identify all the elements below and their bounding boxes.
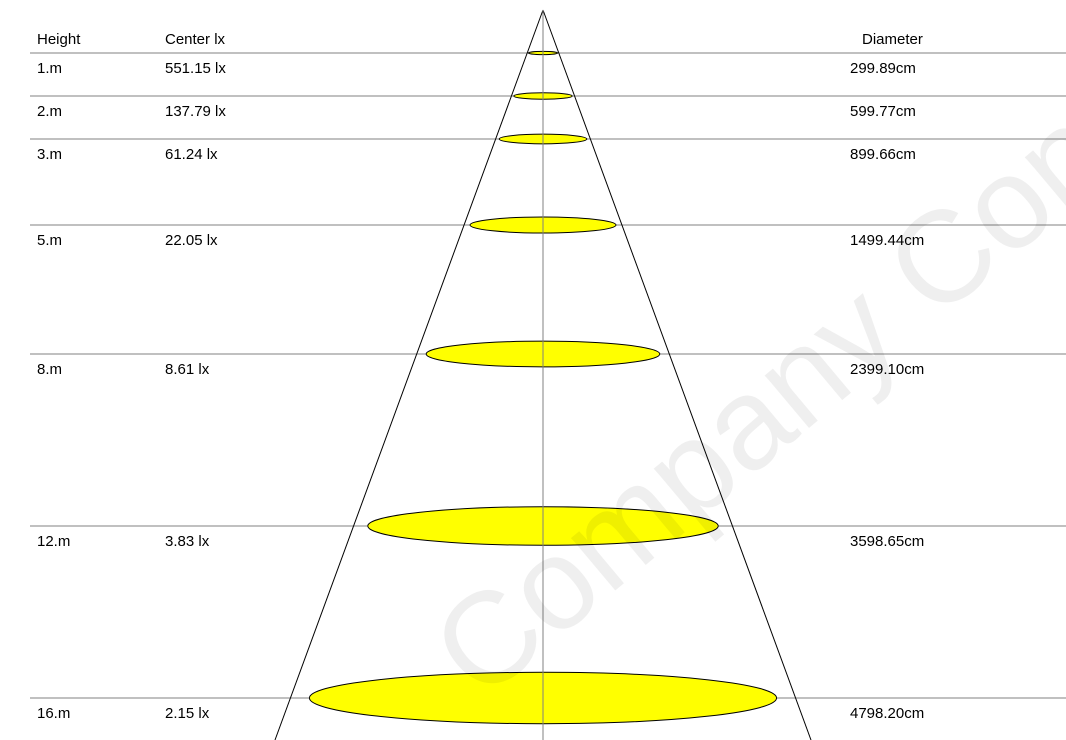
row-diameter: 599.77cm	[850, 103, 916, 120]
row-height: 1.m	[37, 60, 62, 77]
row-diameter: 4798.20cm	[850, 705, 924, 722]
row-lux: 2.15 lx	[165, 705, 210, 722]
rows: 1.m 551.15 lx 299.89cm 2.m 137.79 lx 599.77cm…	[30, 52, 1066, 722]
row-lux: 22.05 lx	[165, 232, 218, 249]
row-height: 8.m	[37, 361, 62, 378]
row-diameter: 899.66cm	[850, 146, 916, 163]
cone-edge	[542, 9, 812, 740]
row-lux: 3.83 lx	[165, 533, 210, 550]
header-height: Height	[37, 31, 81, 48]
row-height: 16.m	[37, 705, 70, 722]
row-diameter: 3598.65cm	[850, 533, 924, 550]
row-lux: 551.15 lx	[165, 60, 226, 77]
row-lux: 8.61 lx	[165, 361, 210, 378]
cone	[274, 9, 812, 740]
cone-edge	[274, 9, 544, 740]
row-height: 3.m	[37, 146, 62, 163]
row-lux: 61.24 lx	[165, 146, 218, 163]
header-center: Center lx	[165, 31, 226, 48]
row-height: 2.m	[37, 103, 62, 120]
header-diameter: Diameter	[862, 31, 923, 48]
row-diameter: 299.89cm	[850, 60, 916, 77]
row-diameter: 2399.10cm	[850, 361, 924, 378]
row-lux: 137.79 lx	[165, 103, 226, 120]
row-height: 12.m	[37, 533, 70, 550]
row-height: 5.m	[37, 232, 62, 249]
row-diameter: 1499.44cm	[850, 232, 924, 249]
